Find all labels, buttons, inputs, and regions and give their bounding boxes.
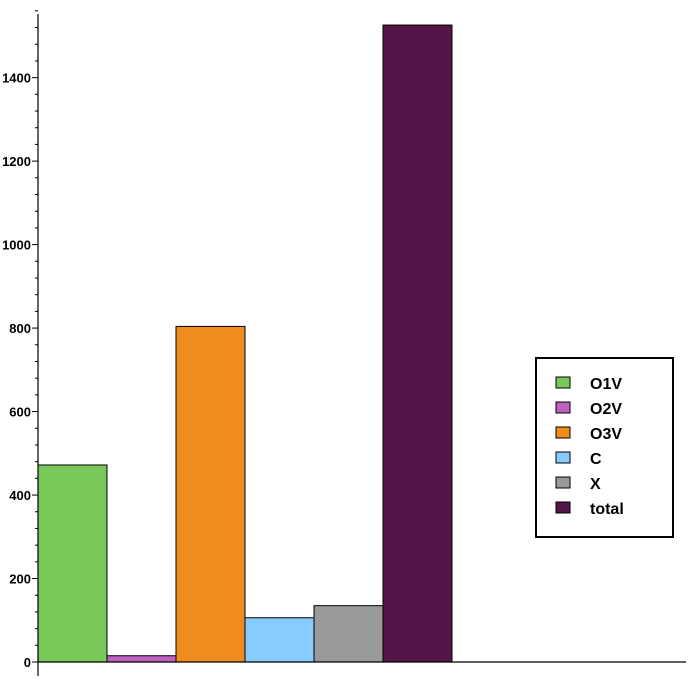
legend-swatch-c [555, 451, 571, 464]
y-tick-label: 400 [9, 488, 31, 503]
bar-x [313, 605, 384, 663]
y-tick-label: 0 [24, 655, 31, 670]
y-tick-label: 1000 [2, 238, 31, 253]
legend-swatch-o2v [555, 401, 571, 414]
legend-label-o3v: O3V [590, 426, 622, 443]
bar-c [244, 617, 315, 663]
legend-swatch-o1v [555, 376, 571, 389]
axes-group [37, 14, 686, 676]
y-tick-label: 1200 [2, 154, 31, 169]
bar-o1v [37, 464, 108, 663]
y-ticks-group: 0 200 400 600 800 1000 1200 1400 [2, 10, 38, 670]
legend-label-o1v: O1V [590, 376, 622, 393]
legend-label-x: X [590, 476, 601, 493]
y-tick-label: 800 [9, 321, 31, 336]
legend-swatch-o3v [555, 426, 571, 439]
bar-o3v [175, 325, 246, 663]
y-tick-label: 600 [9, 405, 31, 420]
legend-swatch-x [555, 476, 571, 489]
bar-total [382, 24, 453, 663]
y-tick-label: 200 [9, 572, 31, 587]
legend-label-total: total [590, 501, 624, 518]
legend-swatch-total [555, 501, 571, 514]
bar-o2v [106, 655, 177, 663]
legend-label-c: C [590, 451, 602, 468]
legend-label-o2v: O2V [590, 401, 622, 418]
y-tick-label: 1400 [2, 71, 31, 86]
bars-group [37, 24, 453, 663]
